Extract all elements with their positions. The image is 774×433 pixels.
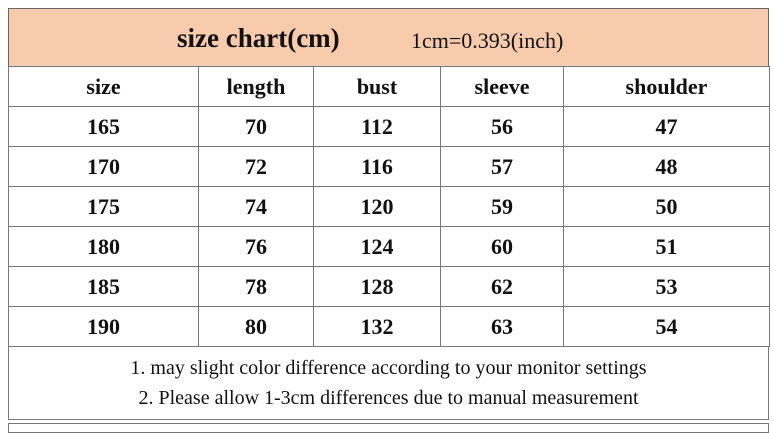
table-cell: 170 bbox=[8, 146, 199, 187]
header-band: size chart(cm) 1cm=0.393(inch) bbox=[8, 8, 769, 67]
title: size chart(cm) bbox=[177, 23, 340, 53]
table-cell: 50 bbox=[563, 186, 770, 227]
table-cell: 120 bbox=[313, 186, 441, 227]
table-cell: 165 bbox=[8, 106, 199, 147]
table-cell: 116 bbox=[313, 146, 441, 187]
column-header: size bbox=[8, 66, 199, 107]
table-cell: 47 bbox=[563, 106, 770, 147]
table-cell: 185 bbox=[8, 266, 199, 307]
notes: 1. may slight color difference according… bbox=[8, 346, 769, 420]
column-header: sleeve bbox=[440, 66, 564, 107]
table-cell: 70 bbox=[198, 106, 314, 147]
column-header: shoulder bbox=[563, 66, 770, 107]
table-cell: 74 bbox=[198, 186, 314, 227]
conversion: 1cm=0.393(inch) bbox=[411, 28, 564, 53]
table-cell: 54 bbox=[563, 306, 770, 347]
table-cell: 124 bbox=[313, 226, 441, 267]
table-cell: 51 bbox=[563, 226, 770, 267]
table-cell: 132 bbox=[313, 306, 441, 347]
table-cell: 60 bbox=[440, 226, 564, 267]
table-cell: 180 bbox=[8, 226, 199, 267]
table-cell: 190 bbox=[8, 306, 199, 347]
table-cell: 53 bbox=[563, 266, 770, 307]
table-cell: 128 bbox=[313, 266, 441, 307]
table-cell: 72 bbox=[198, 146, 314, 187]
table-cell: 56 bbox=[440, 106, 564, 147]
column-header: length bbox=[198, 66, 314, 107]
table-cell: 78 bbox=[198, 266, 314, 307]
table-cell: 62 bbox=[440, 266, 564, 307]
table-cell: 175 bbox=[8, 186, 199, 227]
column-header: bust bbox=[313, 66, 441, 107]
footer-row bbox=[8, 423, 769, 433]
table-cell: 48 bbox=[563, 146, 770, 187]
table-cell: 63 bbox=[440, 306, 564, 347]
table-cell: 59 bbox=[440, 186, 564, 227]
table-cell: 80 bbox=[198, 306, 314, 347]
table-cell: 57 bbox=[440, 146, 564, 187]
table-cell: 112 bbox=[313, 106, 441, 147]
note: 2. Please allow 1-3cm differences due to… bbox=[138, 387, 639, 409]
table-cell: 76 bbox=[198, 226, 314, 267]
note: 1. may slight color difference according… bbox=[130, 357, 647, 379]
